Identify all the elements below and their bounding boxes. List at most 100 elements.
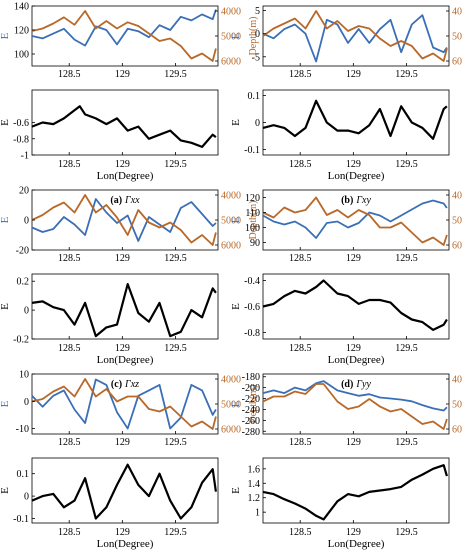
x-axis-label: Lon(Degree) (328, 538, 385, 550)
x-axis-label: Lon(Degree) (97, 354, 154, 366)
top-ytick-label: -240 (242, 405, 260, 416)
top-depth-tick-label: 6000 (452, 57, 462, 68)
top-xtick-label: 129.5 (164, 253, 187, 264)
bottom-series-line (31, 105, 217, 148)
bottom-y-axis-label: E (230, 119, 242, 126)
top-depth-tick-label: 6000 (221, 57, 241, 68)
top-ytick-label: 0 (255, 29, 260, 40)
bottom-ytick-label: -0.1 (13, 514, 29, 525)
top-depth-tick-label: 4000 (221, 375, 241, 386)
bottom-panel-frame (262, 89, 450, 156)
bottom-series-line (262, 279, 448, 331)
subplot-b: 128.5 129 129.5 -5 0 5 4000 5000 6000 E Depth(m) 12… (230, 5, 462, 206)
bottom-panel-frame (31, 273, 219, 340)
caption-component: Γxz (124, 379, 139, 390)
top-depth-tick-label: 5000 (221, 32, 241, 43)
bottom-xtick-label: 129 (115, 527, 130, 538)
top-depth-tick-label: 6000 (221, 241, 241, 252)
bottom-xtick-label: 128.5 (58, 527, 81, 538)
top-xtick-label: 129.5 (164, 437, 187, 448)
top-xtick-label: 128.5 (289, 437, 312, 448)
bottom-xtick-label: 128.5 (58, 343, 81, 354)
bottom-xtick-label: 129.5 (164, 343, 187, 354)
top-ytick-label: -280 (242, 427, 260, 438)
bottom-ytick-label: 1.6 (248, 464, 261, 475)
bottom-ytick-label: 0.1 (248, 91, 261, 102)
top-xtick-label: 128.5 (58, 253, 81, 264)
bottom-xtick-label: 129 (346, 159, 361, 170)
bottom-ytick-label: -0.8 (244, 328, 260, 339)
top-y-axis-label: E (0, 400, 11, 407)
bottom-series-line (262, 99, 448, 140)
depth-axis-label: Depth(m) (248, 17, 259, 56)
bottom-xtick-label: 129 (115, 343, 130, 354)
bottom-ytick-label: -0.6 (13, 118, 29, 129)
bottom-xtick-label: 128.5 (289, 343, 312, 354)
x-axis-label: Lon(Degree) (97, 170, 154, 182)
bottom-ytick-label: -0.6 (244, 302, 260, 313)
subplot-caption: (d) Γyy (341, 379, 371, 390)
top-depth-tick-label: 4000 (452, 375, 462, 386)
top-ytick-label: 20 (19, 186, 29, 197)
top-y-axis-label: E (230, 32, 242, 39)
bottom-xtick-label: 129 (115, 159, 130, 170)
top-ytick-label: -20 (16, 246, 29, 257)
top-xtick-label: 129 (346, 437, 361, 448)
top-y-axis-label: E (230, 400, 242, 407)
x-axis-label: Lon(Degree) (328, 354, 385, 366)
subplot-caption: (b) Γxy (341, 195, 371, 206)
bottom-y-axis-label: E (0, 119, 11, 126)
caption-letter: (c) (111, 379, 122, 390)
subplot-caption: (c) Γxz (111, 379, 139, 390)
top-xtick-label: 129.5 (395, 69, 418, 80)
bottom-xtick-label: 128.5 (289, 527, 312, 538)
bottom-xtick-label: 129.5 (164, 527, 187, 538)
bottom-ytick-label: 1.4 (248, 479, 261, 490)
bottom-xtick-label: 128.5 (289, 159, 312, 170)
top-series-orange-line (262, 196, 448, 246)
top-xtick-label: 129 (346, 69, 361, 80)
top-depth-tick-label: 4000 (452, 191, 462, 202)
top-xtick-label: 129.5 (395, 253, 418, 264)
top-depth-tick-label: 5000 (452, 32, 462, 43)
bottom-panel-frame (262, 273, 450, 340)
top-series-orange-line (31, 378, 217, 430)
bottom-panel-frame (31, 89, 219, 156)
top-depth-tick-label: 4000 (452, 7, 462, 18)
top-depth-tick-label: 5000 (221, 216, 241, 227)
top-xtick-label: 128.5 (58, 437, 81, 448)
caption-component: Γxy (355, 195, 371, 206)
bottom-ytick-label: -0.2 (13, 335, 29, 346)
bottom-ytick-label: 0.1 (17, 469, 30, 480)
top-y-axis-label: E (0, 216, 11, 223)
top-y-axis-label: E (230, 216, 242, 223)
bottom-ytick-label: 0 (24, 306, 29, 317)
bottom-series-line (31, 283, 217, 338)
top-series-orange-line (262, 383, 448, 430)
top-series-orange-line (262, 10, 448, 62)
bottom-xtick-label: 129 (346, 343, 361, 354)
subplot-d: 128.5 129 129.5 90 100 110 120 4000 5000 6000 E Dep… (230, 189, 462, 390)
top-xtick-label: 128.5 (289, 69, 312, 80)
top-xtick-label: 129.5 (395, 437, 418, 448)
top-ytick-label: -260 (242, 416, 260, 427)
top-ytick-label: 120 (245, 193, 260, 204)
top-ytick-label: 100 (245, 223, 260, 234)
subplot-f: 128.5 129 129.5 -280-260-240-220-200-180 400… (230, 372, 462, 550)
top-ytick-label: 10 (19, 370, 29, 381)
bottom-ytick-label: -1 (21, 151, 29, 162)
top-series-orange-line (31, 194, 217, 246)
top-ytick-label: -5 (252, 52, 260, 63)
bottom-panel-frame (31, 457, 219, 524)
bottom-xtick-label: 129.5 (395, 343, 418, 354)
top-y-axis-label: E (0, 32, 11, 39)
bottom-series-line (262, 464, 448, 521)
top-series-blue-line (262, 14, 448, 63)
top-xtick-label: 128.5 (289, 253, 312, 264)
top-xtick-label: 129 (115, 69, 130, 80)
top-ytick-label: -200 (242, 383, 260, 394)
